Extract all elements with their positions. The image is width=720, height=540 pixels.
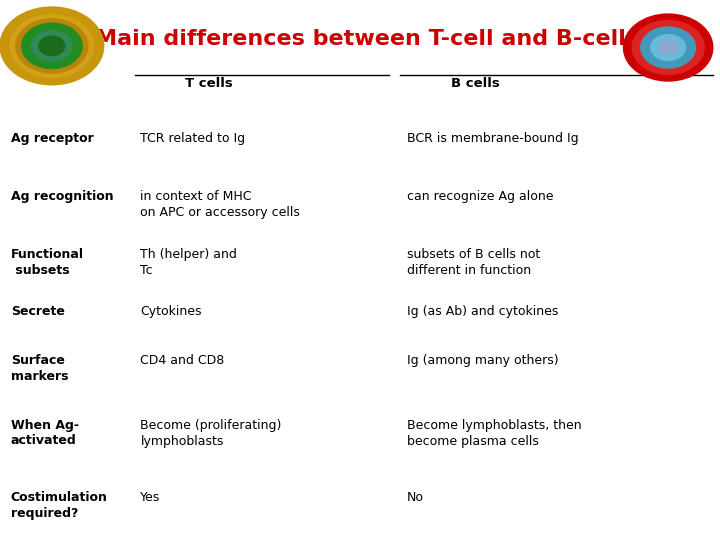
Text: BCR is membrane-bound Ig: BCR is membrane-bound Ig (407, 132, 578, 145)
Circle shape (658, 40, 678, 55)
Text: Surface
markers: Surface markers (11, 354, 68, 383)
Text: Cytokines: Cytokines (140, 305, 202, 318)
Text: Main differences between T-cell and B-cell: Main differences between T-cell and B-ce… (94, 29, 626, 49)
Circle shape (22, 23, 82, 69)
Text: No: No (407, 491, 424, 504)
Circle shape (0, 7, 104, 85)
Circle shape (632, 21, 704, 75)
Circle shape (624, 14, 713, 81)
Text: in context of MHC
on APC or accessory cells: in context of MHC on APC or accessory ce… (140, 190, 300, 219)
Text: Secrete: Secrete (11, 305, 65, 318)
Circle shape (16, 19, 88, 73)
Text: Become (proliferating)
lymphoblasts: Become (proliferating) lymphoblasts (140, 418, 282, 448)
Text: Ag recognition: Ag recognition (11, 190, 114, 203)
Text: CD4 and CD8: CD4 and CD8 (140, 354, 225, 367)
Text: Ig (as Ab) and cytokines: Ig (as Ab) and cytokines (407, 305, 558, 318)
Text: Ag receptor: Ag receptor (11, 132, 94, 145)
Circle shape (39, 36, 65, 56)
Text: Become lymphoblasts, then
become plasma cells: Become lymphoblasts, then become plasma … (407, 418, 582, 448)
Text: Th (helper) and
Tc: Th (helper) and Tc (140, 248, 238, 278)
Text: Yes: Yes (140, 491, 161, 504)
Text: Functional
 subsets: Functional subsets (11, 248, 84, 278)
Text: T cells: T cells (185, 77, 233, 90)
Text: subsets of B cells not
different in function: subsets of B cells not different in func… (407, 248, 540, 278)
Text: B cells: B cells (451, 77, 500, 90)
Text: TCR related to Ig: TCR related to Ig (140, 132, 246, 145)
Circle shape (10, 15, 94, 77)
Text: Ig (among many others): Ig (among many others) (407, 354, 559, 367)
Text: When Ag-
activated: When Ag- activated (11, 418, 78, 448)
Circle shape (641, 27, 696, 68)
Text: Costimulation
required?: Costimulation required? (11, 491, 108, 521)
Circle shape (651, 35, 685, 60)
Text: can recognize Ag alone: can recognize Ag alone (407, 190, 553, 203)
Circle shape (32, 31, 72, 61)
